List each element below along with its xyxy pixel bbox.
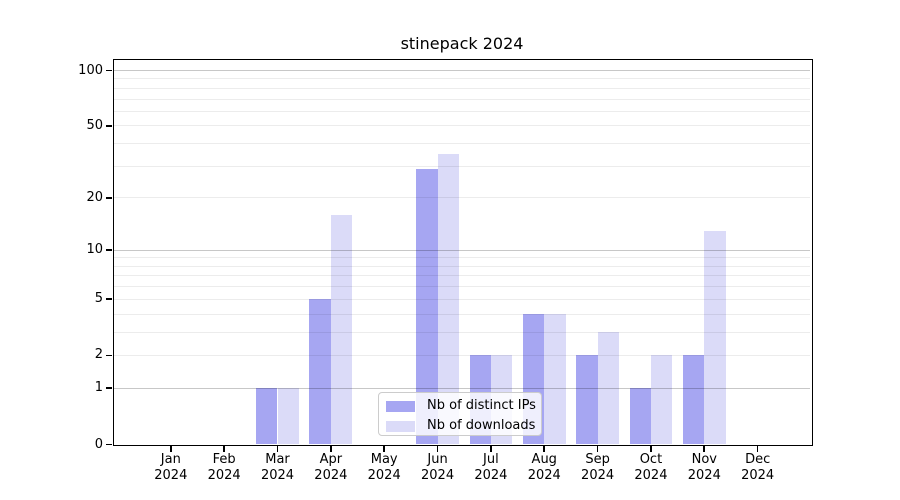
x-tick-mark	[756, 446, 759, 452]
bar-distinct-ips-jun	[416, 168, 438, 445]
x-tick-mark	[169, 446, 172, 452]
bar-downloads-apr	[330, 214, 353, 445]
bar-distinct-ips-mar	[256, 388, 278, 445]
x-tick-label: Jun 2024	[421, 451, 455, 483]
minor-gridline	[114, 275, 810, 277]
bar-distinct-ips-apr	[309, 299, 331, 445]
y-tick-mark	[106, 354, 112, 357]
x-tick-mark	[543, 446, 546, 452]
minor-gridline	[114, 110, 810, 112]
x-tick-label: Dec 2024	[741, 451, 775, 483]
y-tick-label: 2	[94, 347, 103, 363]
major-gridline	[114, 70, 810, 72]
chart-title: stinepack 2024	[400, 34, 524, 53]
legend: Nb of distinct IPs Nb of downloads	[378, 392, 542, 436]
legend-label: Nb of downloads	[427, 418, 536, 433]
minor-gridline	[114, 313, 810, 315]
minor-gridline	[114, 125, 810, 127]
bar-distinct-ips-oct	[629, 388, 651, 445]
x-tick-label: Mar 2024	[260, 451, 295, 483]
x-tick-mark	[703, 446, 706, 452]
bar-distinct-ips-sep	[576, 355, 598, 445]
y-tick-mark	[106, 125, 112, 127]
y-tick-label: 0	[94, 436, 103, 452]
legend-row: Nb of downloads	[379, 418, 541, 434]
y-tick-mark	[106, 249, 112, 252]
major-gridline	[114, 387, 810, 389]
y-tick-label: 20	[86, 189, 103, 205]
minor-gridline	[114, 78, 810, 80]
bar-downloads-mar	[277, 388, 299, 445]
legend-swatch-distinct-ips	[386, 400, 415, 412]
legend-row: Nb of distinct IPs	[379, 398, 541, 414]
minor-gridline	[114, 87, 810, 89]
minor-gridline	[114, 354, 810, 356]
y-tick-mark	[106, 69, 112, 72]
minor-gridline	[114, 165, 810, 167]
minor-gridline	[114, 257, 810, 259]
y-tick-mark	[106, 387, 112, 390]
x-tick-mark	[276, 446, 279, 452]
x-tick-mark	[596, 446, 599, 452]
minor-gridline	[114, 197, 810, 199]
bar-downloads-oct	[650, 355, 673, 445]
x-tick-mark	[490, 446, 492, 452]
x-tick-label: Jan 2024	[154, 451, 188, 483]
bar-distinct-ips-nov	[682, 355, 705, 445]
y-tick-label: 1	[94, 380, 103, 396]
x-tick-label: Nov 2024	[687, 451, 721, 483]
bar-downloads-aug	[544, 314, 566, 445]
y-tick-label: 10	[86, 242, 103, 258]
x-tick-mark	[330, 446, 332, 452]
major-gridline	[114, 249, 810, 251]
x-tick-label: Jul 2024	[474, 451, 508, 483]
minor-gridline	[114, 331, 810, 333]
y-tick-mark	[106, 298, 112, 301]
y-tick-label: 5	[94, 291, 103, 307]
x-tick-mark	[223, 446, 225, 452]
x-tick-label: May 2024	[367, 451, 401, 483]
y-tick-label: 100	[78, 62, 103, 78]
bar-downloads-nov	[704, 230, 726, 445]
x-tick-label: Sep 2024	[581, 451, 615, 483]
y-tick-mark	[106, 196, 112, 199]
minor-gridline	[114, 265, 810, 267]
x-tick-mark	[650, 446, 652, 452]
minor-gridline	[114, 286, 810, 288]
bar-downloads-jun	[437, 154, 459, 445]
y-tick-label: 50	[86, 117, 103, 133]
x-tick-mark	[436, 446, 439, 452]
x-tick-label: Oct 2024	[634, 451, 668, 483]
bar-downloads-sep	[597, 332, 619, 445]
x-tick-label: Aug 2024	[527, 451, 561, 483]
minor-gridline	[114, 98, 810, 100]
legend-swatch-downloads	[386, 420, 415, 432]
x-tick-label: Feb 2024	[207, 451, 241, 483]
minor-gridline	[114, 143, 810, 145]
y-tick-mark	[106, 443, 112, 446]
legend-label: Nb of distinct IPs	[427, 398, 536, 413]
minor-gridline	[114, 298, 810, 300]
x-tick-label: Apr 2024	[314, 451, 348, 483]
x-tick-mark	[383, 446, 386, 452]
